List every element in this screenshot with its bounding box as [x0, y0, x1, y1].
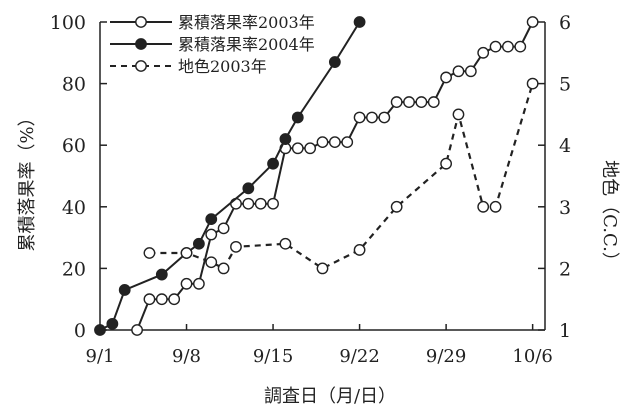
- data-point: [452, 65, 465, 78]
- legend-item-2: 累積落果率2004年: [110, 35, 315, 54]
- data-point: [205, 228, 218, 241]
- data-point: [168, 293, 181, 306]
- axis-labels: 調査日（月/日） 累積落果率（%） 地色（C.C.）: [17, 108, 620, 407]
- data-point: [403, 96, 415, 108]
- x-tick-label: 9/1: [86, 346, 115, 367]
- data-point: [526, 16, 539, 28]
- data-point: [217, 222, 230, 235]
- data-point: [489, 200, 502, 213]
- data-point: [452, 108, 465, 121]
- legend-marker: [135, 60, 147, 72]
- data-point: [502, 40, 514, 53]
- data-point: [180, 247, 193, 259]
- data-point: [180, 277, 193, 290]
- data-point: [415, 96, 428, 108]
- legend-label: 累積落果率2003年: [178, 13, 315, 32]
- data-point: [242, 197, 255, 210]
- data-point: [279, 237, 292, 250]
- data-point: [118, 284, 131, 296]
- data-point: [390, 96, 403, 108]
- y-right-tick-label: 1: [559, 320, 571, 342]
- data-point: [328, 56, 341, 68]
- data-point: [205, 256, 218, 269]
- y-right-tick-label: 5: [559, 74, 571, 96]
- data-point: [477, 200, 490, 213]
- data-point: [155, 293, 168, 306]
- data-point: [514, 40, 527, 53]
- data-point: [94, 324, 106, 336]
- y-axis-title-left: 累積落果率（%）: [17, 108, 38, 251]
- series-1: [131, 16, 539, 336]
- data-point: [230, 240, 242, 253]
- y-left-tick-label: 80: [62, 74, 86, 96]
- axis-ticks: 0 20 40 60 80 100 1 2 3 4 5 6 9/1 9/8 9/15 9/22 9/29 10/6: [50, 12, 571, 367]
- x-tick-label: 9/22: [339, 346, 379, 367]
- legend-marker: [135, 38, 147, 50]
- data-point: [217, 262, 230, 275]
- data-point: [353, 16, 366, 28]
- data-point: [328, 136, 341, 149]
- data-point: [464, 65, 477, 78]
- y-right-tick-label: 3: [559, 197, 571, 219]
- data-point: [316, 262, 329, 275]
- legend-item-3: 地色2003年: [110, 57, 267, 76]
- data-point: [192, 277, 205, 290]
- data-point: [440, 157, 453, 170]
- x-tick-label: 10/6: [512, 346, 552, 367]
- data-point: [131, 324, 143, 336]
- data-point: [489, 40, 502, 53]
- data-point: [155, 268, 168, 281]
- x-tick-label: 9/29: [426, 346, 466, 367]
- legend-label: 累積落果率2004年: [178, 35, 315, 54]
- data-point: [390, 200, 403, 213]
- data-point: [205, 213, 218, 226]
- data-point: [279, 133, 292, 145]
- data-point: [304, 142, 317, 155]
- legend-marker: [135, 16, 147, 28]
- y-right-tick-label: 4: [559, 135, 571, 157]
- x-tick-label: 9/8: [172, 346, 201, 367]
- data-point: [353, 111, 366, 124]
- y-left-tick-label: 20: [62, 258, 86, 280]
- y-right-tick-label: 2: [559, 258, 571, 280]
- data-point: [341, 136, 354, 149]
- data-point: [316, 136, 329, 149]
- y-left-tick-label: 100: [50, 12, 86, 34]
- y-axis-title-right: 地色（C.C.）: [599, 160, 620, 270]
- y-right-tick-label: 6: [559, 12, 571, 34]
- data-point: [143, 293, 156, 306]
- data-point: [291, 111, 304, 124]
- data-point: [106, 317, 119, 330]
- data-point: [440, 71, 453, 84]
- y-left-tick-label: 40: [62, 197, 86, 219]
- series-line: [149, 83, 534, 270]
- legend-item-1: 累積落果率2003年: [110, 13, 315, 32]
- data-point: [254, 197, 267, 210]
- data-point: [267, 157, 279, 170]
- y-left-tick-label: 0: [74, 320, 86, 342]
- data-point: [242, 182, 255, 195]
- data-point: [353, 244, 366, 256]
- data-point: [366, 111, 378, 124]
- series-3: [143, 77, 539, 275]
- data-point: [526, 77, 539, 90]
- data-point: [192, 237, 205, 250]
- legend-label: 地色2003年: [178, 57, 267, 76]
- data-point: [427, 96, 440, 108]
- y-left-tick-label: 60: [62, 135, 86, 157]
- data-point: [230, 197, 242, 210]
- data-point: [143, 247, 156, 259]
- data-point: [477, 46, 490, 59]
- plot-frame: [99, 22, 546, 331]
- x-tick-label: 9/15: [253, 346, 293, 367]
- data-point: [291, 142, 304, 155]
- data-point: [267, 197, 279, 210]
- data-point: [378, 111, 391, 124]
- x-axis-title: 調査日（月/日）: [264, 386, 396, 407]
- series-layer: [94, 16, 539, 336]
